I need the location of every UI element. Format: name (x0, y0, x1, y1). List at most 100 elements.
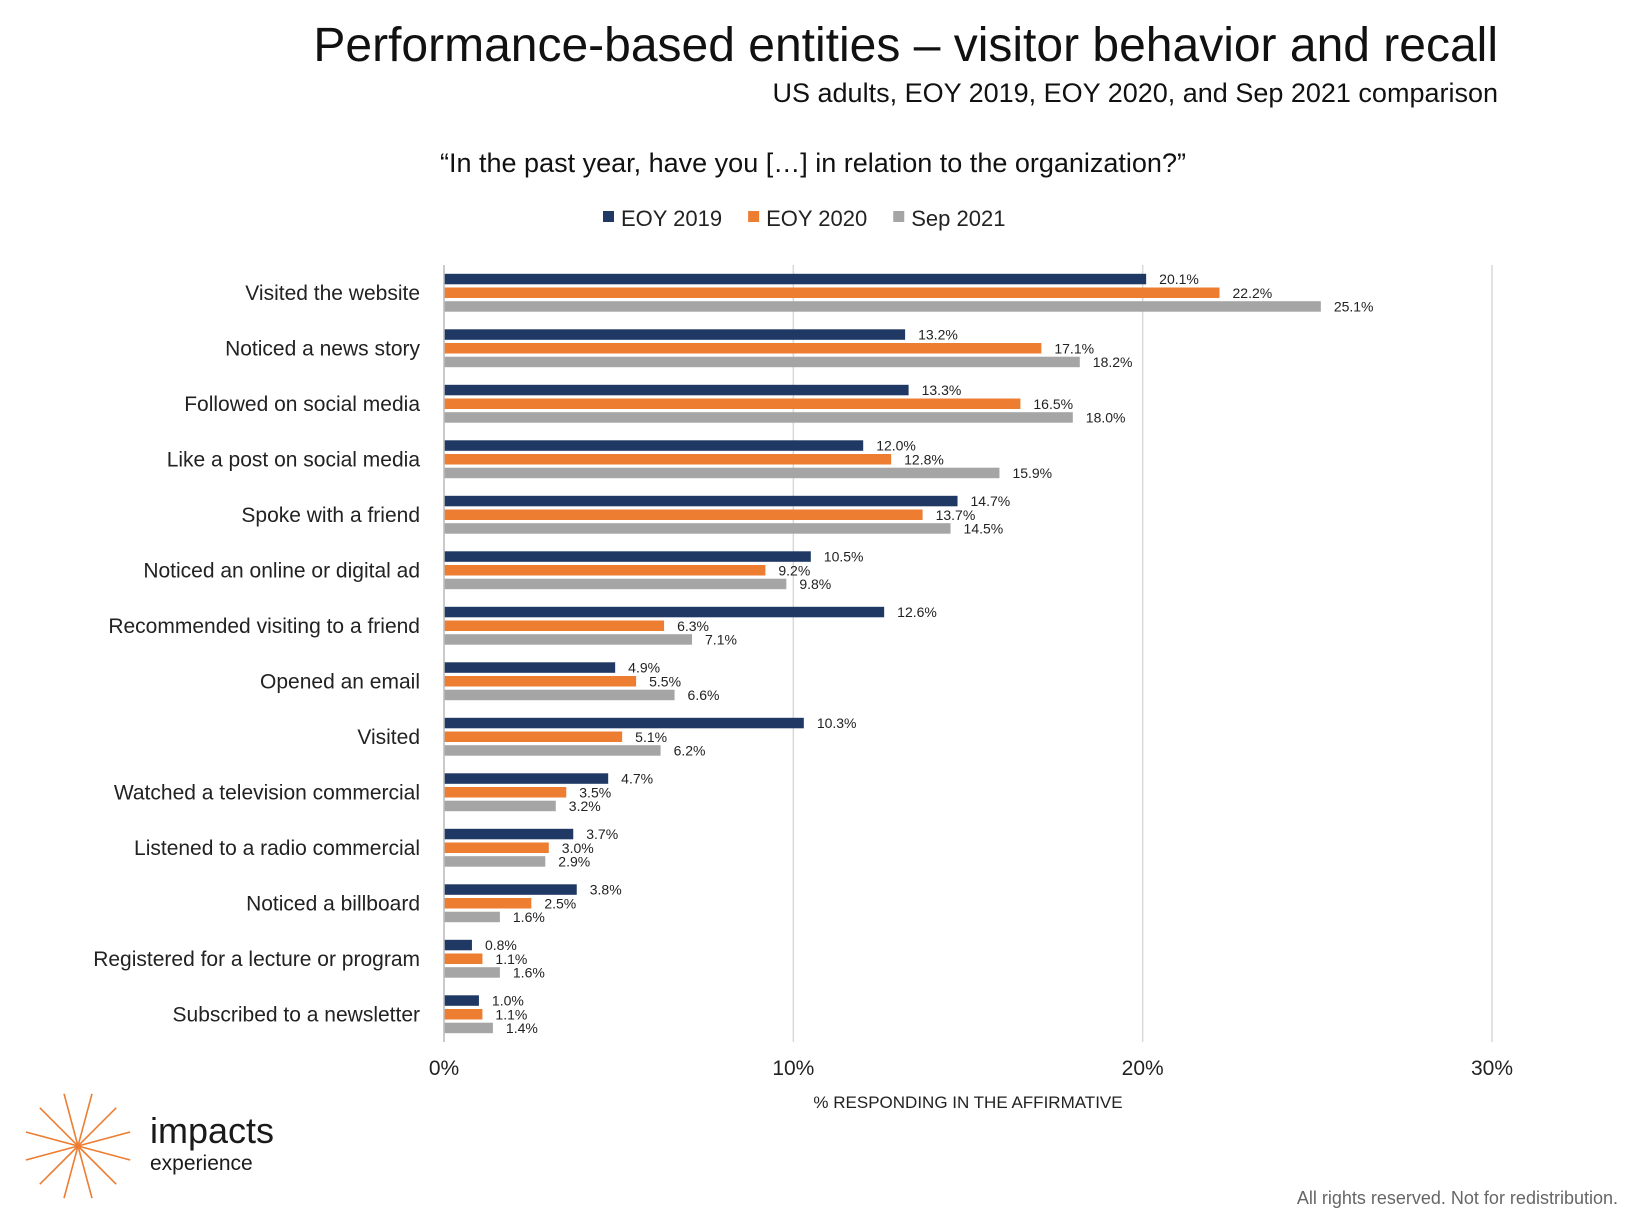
data-label: 1.6% (513, 909, 545, 925)
legend-label: EOY 2020 (766, 206, 867, 231)
legend-swatch (748, 211, 760, 222)
brand-subtitle: experience (150, 1152, 253, 1175)
legend-swatch (893, 211, 905, 222)
data-label: 6.3% (677, 618, 709, 634)
x-tick-label: 0% (429, 1057, 459, 1080)
x-tick-label: 30% (1471, 1057, 1513, 1080)
bar (444, 356, 1080, 368)
x-tick-label: 20% (1122, 1057, 1164, 1080)
data-label: 9.8% (799, 576, 831, 592)
data-label: 3.5% (579, 784, 611, 800)
data-label: 22.2% (1233, 285, 1273, 301)
bar (444, 1009, 483, 1020)
category-label: Followed on social media (184, 393, 420, 416)
data-label: 1.1% (495, 1006, 527, 1022)
data-label: 3.8% (590, 882, 622, 898)
data-label: 20.1% (1159, 271, 1199, 287)
data-label: 4.7% (621, 771, 653, 787)
category-label: Subscribed to a newsletter (173, 1003, 420, 1026)
data-label: 7.1% (705, 631, 737, 647)
chart-title: Performance-based entities – visitor beh… (313, 19, 1498, 72)
bar (444, 676, 637, 687)
category-label: Spoke with a friend (241, 504, 420, 527)
data-label: 9.2% (778, 562, 810, 578)
bar (444, 800, 556, 812)
data-label: 15.9% (1012, 465, 1052, 481)
logo-ray (25, 1145, 79, 1161)
data-label: 6.2% (674, 742, 706, 758)
logo-ray (77, 1145, 93, 1199)
legend-label: EOY 2019 (621, 206, 722, 231)
data-label: 1.1% (495, 951, 527, 967)
bar (444, 509, 923, 520)
data-label: 16.5% (1033, 396, 1073, 412)
data-label: 1.4% (506, 1020, 538, 1036)
data-label: 12.6% (897, 604, 937, 620)
bar (444, 606, 885, 618)
logo-ray (63, 1093, 79, 1147)
data-label: 13.7% (936, 507, 976, 523)
bar (444, 842, 549, 853)
bar (444, 384, 909, 396)
bar (444, 828, 574, 840)
logo-ray (77, 1145, 131, 1161)
bar (444, 398, 1021, 409)
data-label: 1.0% (492, 993, 524, 1009)
logo-ray (77, 1107, 117, 1147)
data-label: 12.0% (876, 438, 916, 454)
data-label: 10.3% (817, 715, 857, 731)
starburst-logo-icon (25, 1093, 131, 1199)
bar (444, 1022, 493, 1034)
logo-ray (39, 1107, 79, 1147)
category-label: Like a post on social media (167, 448, 421, 471)
data-label: 5.5% (649, 673, 681, 689)
data-label: 18.2% (1093, 354, 1133, 370)
category-label: Noticed a news story (225, 337, 420, 360)
logo-ray (39, 1145, 79, 1185)
bar (444, 620, 665, 631)
bar (444, 731, 623, 742)
bar (444, 884, 577, 895)
bar (444, 967, 500, 978)
logo-ray (77, 1145, 117, 1185)
x-tick-label: 10% (772, 1057, 814, 1080)
data-label: 3.7% (586, 826, 618, 842)
bar (444, 565, 766, 576)
survey-question: “In the past year, have you […] in relat… (440, 148, 1186, 178)
bar-chart: 0% 10% 20% 30% % RESPONDING IN THE AFFIRMATI… (93, 206, 1513, 1112)
data-label: 14.5% (964, 520, 1004, 536)
x-axis-label: % RESPONDING IN THE AFFIRMATIVE (813, 1093, 1122, 1112)
data-label: 3.0% (562, 840, 594, 856)
category-label: Visited the website (245, 282, 420, 305)
bar (444, 523, 951, 534)
bar (444, 856, 546, 867)
legend-label: Sep 2021 (911, 206, 1005, 231)
legend-swatch (603, 211, 614, 222)
data-label: 6.6% (688, 687, 720, 703)
data-label: 13.3% (922, 382, 962, 398)
bar (444, 953, 483, 964)
logo-ray (63, 1145, 79, 1199)
bar (444, 911, 500, 923)
category-label: Listened to a radio commercial (134, 837, 420, 860)
chart-subtitle: US adults, EOY 2019, EOY 2020, and Sep 2… (772, 78, 1498, 108)
data-label: 25.1% (1334, 298, 1374, 314)
category-label: Registered for a lecture or program (93, 948, 420, 971)
data-label: 2.9% (558, 853, 590, 869)
bar (444, 787, 567, 798)
data-label: 14.7% (971, 493, 1011, 509)
footer-copyright: All rights reserved. Not for redistribut… (1296, 1188, 1618, 1208)
brand-name: impacts (150, 1110, 275, 1151)
data-label: 0.8% (485, 937, 517, 953)
data-label: 3.2% (569, 798, 601, 814)
data-label: 5.1% (635, 729, 667, 745)
data-label: 4.9% (628, 660, 660, 676)
bar (444, 662, 616, 673)
bar (444, 467, 1000, 479)
data-label: 18.0% (1086, 409, 1126, 425)
bar (444, 578, 787, 590)
bar (444, 717, 804, 729)
bar (444, 454, 892, 465)
data-label: 17.1% (1054, 340, 1094, 356)
bar (444, 287, 1220, 298)
